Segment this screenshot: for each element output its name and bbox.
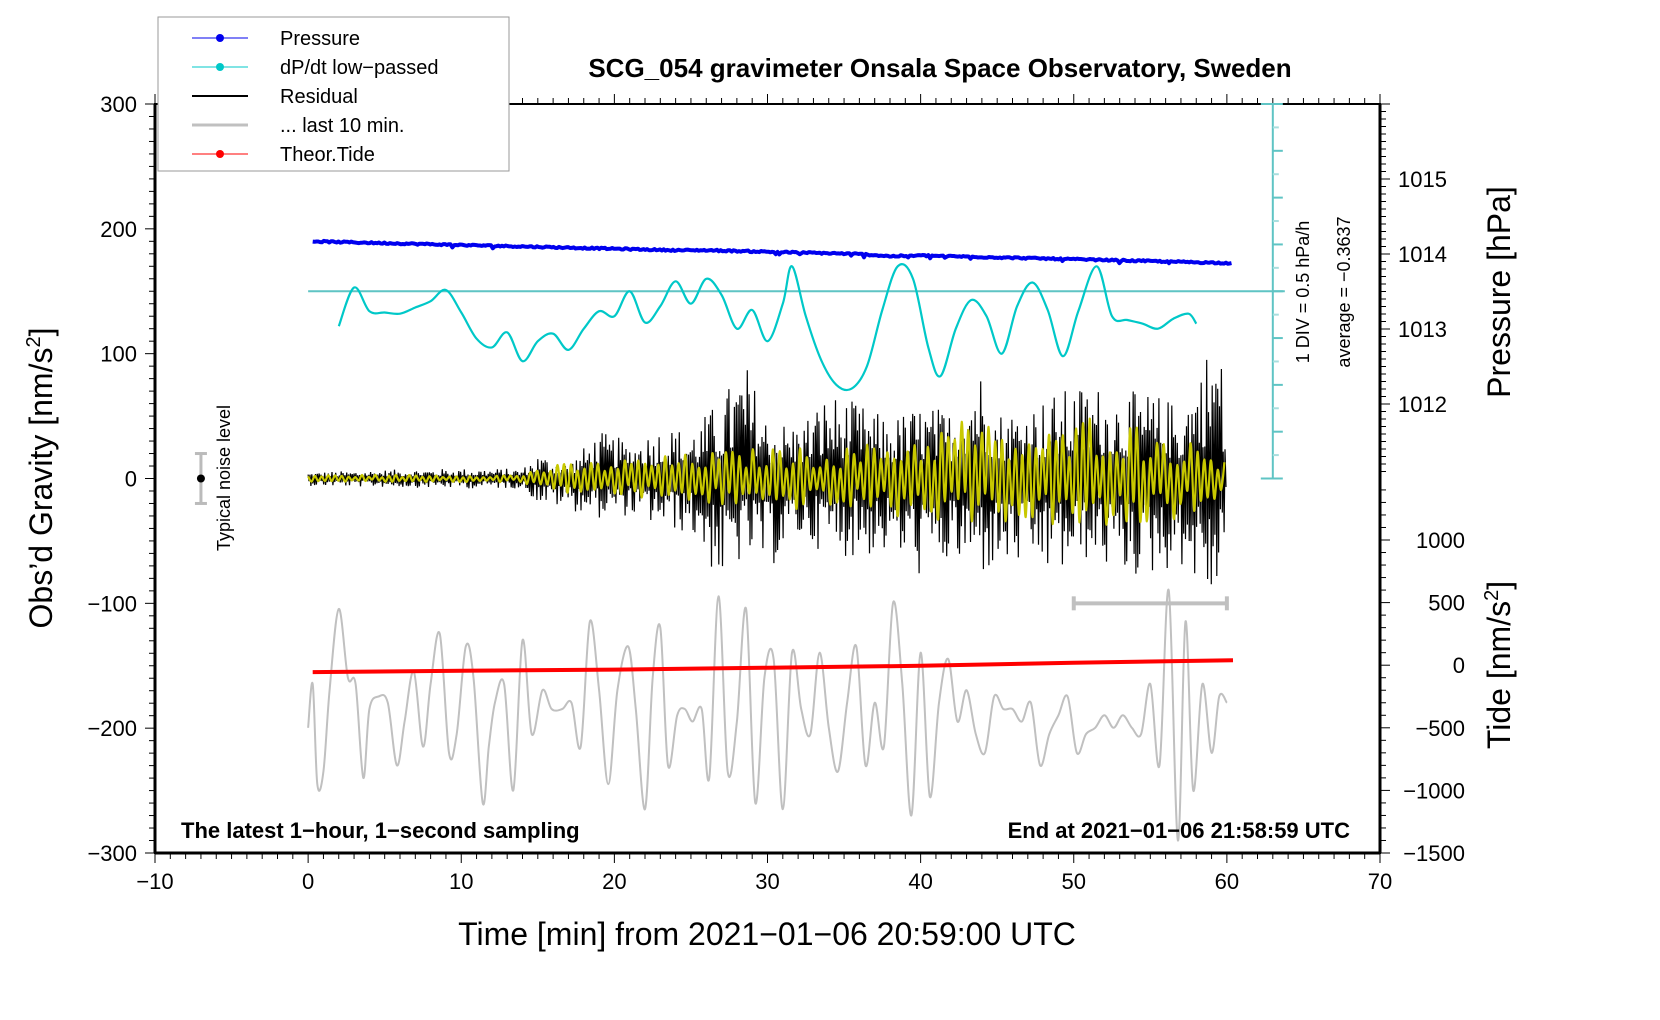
legend-items: Pressure dP/dt low−passed Residual ... last…	[192, 28, 438, 166]
y-pressure-tick-label: 1013	[1398, 317, 1447, 342]
last-10-min-bar	[1071, 596, 1229, 611]
annotation-sampling: The latest 1−hour, 1−second sampling	[181, 818, 580, 843]
x-tick-label: −10	[136, 869, 173, 894]
y-tide-tick-label: 0	[1453, 653, 1465, 678]
x-tick-label: 50	[1062, 869, 1086, 894]
x-axis-title: Time [min] from 2021−01−06 20:59:00 UTC	[458, 916, 1076, 952]
y-tide-tick-label: −1500	[1403, 841, 1465, 866]
y-left-tick-label: 300	[100, 92, 137, 117]
dpdt-scale-axis	[308, 103, 1285, 480]
noise-bar-center-dot	[196, 474, 205, 483]
y-axis-pressure-title: Pressure [hPa]	[1481, 186, 1517, 398]
legend-swatch-marker	[216, 63, 224, 71]
legend-label: ... last 10 min.	[280, 115, 405, 137]
annotation-end-time: End at 2021−01−06 21:58:59 UTC	[1008, 818, 1351, 843]
y-axis-tide-title-main: Tide [nm/s	[1481, 601, 1517, 749]
series-residual-smoothed-line	[307, 417, 1226, 526]
annotation-dpdt-average: average = −0.3637	[1334, 216, 1354, 367]
y-axis-left-title-end: ]	[23, 328, 59, 337]
y-tide-tick-label: 500	[1428, 591, 1465, 616]
series-pressure-line	[312, 238, 1232, 266]
legend-label: Residual	[280, 86, 358, 108]
y-left-tick-labels: 300 200 100 0 −100 −200 −300	[87, 92, 137, 866]
y-pressure-tick-labels: 1015 1014 1013 1012	[1398, 167, 1447, 417]
y-axis-tide-title: Tide [nm/s2]	[1481, 581, 1517, 749]
x-tick-label: 60	[1215, 869, 1239, 894]
y-axis-tide-title-sup: 2	[1481, 590, 1503, 601]
legend: Pressure dP/dt low−passed Residual ... last…	[157, 16, 510, 172]
x-tick-label: 10	[449, 869, 473, 894]
y-left-tick-label: 100	[100, 342, 137, 367]
y-axis-left-title-main: Obs’d Gravity [nm/s	[23, 348, 59, 629]
y-tide-tick-labels: 1000 500 0 −500 −1000 −1500	[1403, 528, 1465, 866]
y-left-tick-label: −300	[87, 841, 137, 866]
y-axis-left-title: Obs’d Gravity [nm/s2]	[23, 328, 59, 629]
y-pressure-tick-label: 1014	[1398, 242, 1447, 267]
x-tick-labels: −10 0 10 20 30 40 50 60 70	[136, 869, 1392, 894]
legend-box	[157, 16, 510, 172]
chart-title: SCG_054 gravimeter Onsala Space Observat…	[588, 53, 1291, 83]
y-axis-tide-title-end: ]	[1481, 581, 1517, 590]
y-left-tick-label: 0	[125, 467, 137, 492]
x-tick-label: 30	[755, 869, 779, 894]
annotation-noise-label: Typical noise level	[214, 405, 234, 551]
axis-ticks	[145, 94, 1390, 863]
legend-swatch-marker	[216, 150, 224, 158]
legend-swatch-marker	[216, 34, 224, 42]
y-left-tick-label: 200	[100, 217, 137, 242]
noise-level-bar	[194, 452, 207, 505]
x-tick-label: 40	[908, 869, 932, 894]
x-tick-label: 70	[1368, 869, 1392, 894]
series-layer	[307, 238, 1234, 842]
y-pressure-tick-label: 1015	[1398, 167, 1447, 192]
y-left-tick-label: −200	[87, 716, 137, 741]
series-last-10-min-line	[307, 588, 1228, 842]
y-tide-tick-label: −1000	[1403, 778, 1465, 803]
y-left-tick-label: −100	[87, 591, 137, 616]
y-pressure-tick-label: 1012	[1398, 392, 1447, 417]
y-tide-tick-label: 1000	[1416, 528, 1465, 553]
legend-label: dP/dt low−passed	[280, 57, 438, 79]
legend-label: Theor.Tide	[280, 144, 375, 166]
x-tick-label: 0	[302, 869, 314, 894]
series-theor-tide-line	[312, 658, 1234, 675]
y-axis-left-title-sup: 2	[23, 336, 45, 347]
annotation-dpdt-scale: 1 DIV = 0.5 hPa/h	[1293, 221, 1313, 364]
series-dpdt-line	[337, 263, 1198, 392]
legend-label: Pressure	[280, 28, 360, 50]
x-tick-label: 20	[602, 869, 626, 894]
y-tide-tick-label: −500	[1415, 716, 1465, 741]
